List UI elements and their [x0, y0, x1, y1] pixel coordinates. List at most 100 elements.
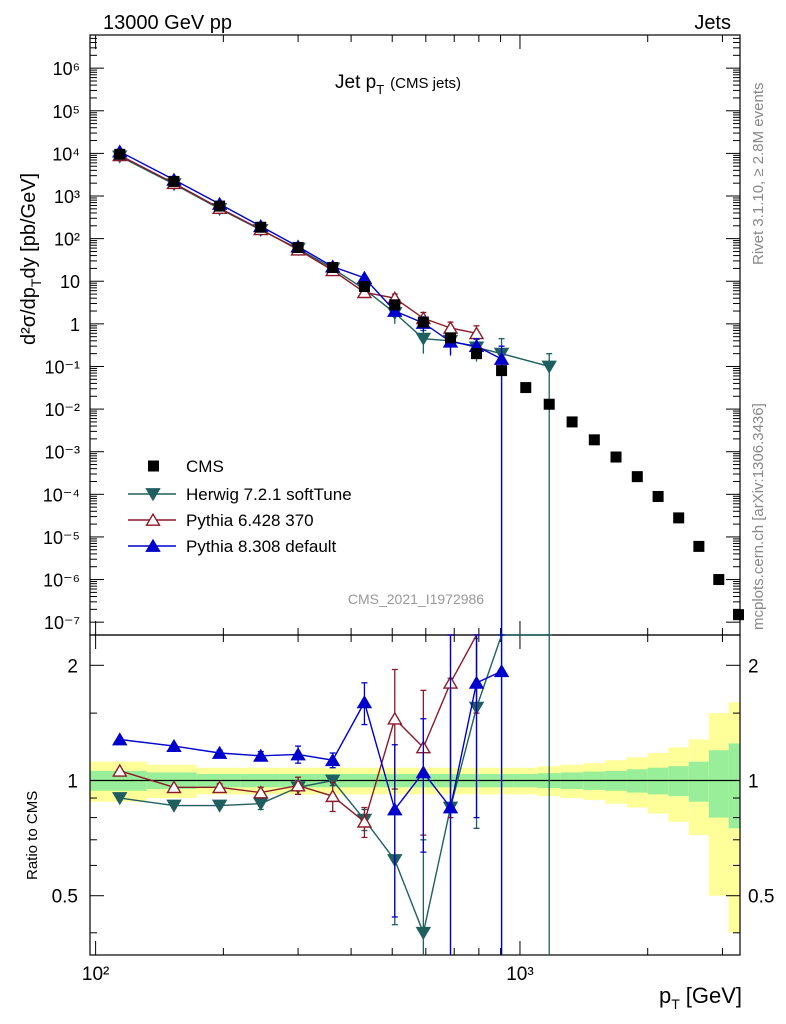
y-tick-label: 10⁴ [52, 144, 80, 164]
series-3-ratio-point [211, 745, 228, 759]
series-3-ratio-point [166, 738, 182, 753]
x-axis-label-main: p [659, 983, 671, 1008]
y-tick-label: 10⁶ [53, 59, 80, 79]
y-tick-label: 10⁻⁶ [43, 571, 80, 591]
ratio-series-layer [112, 634, 553, 955]
ratio-tick-label-left: 0.5 [52, 887, 78, 908]
cms-point [168, 175, 180, 187]
y-tick-label: 10⁻⁷ [44, 613, 80, 633]
ratio-tick-label-right: 2 [748, 656, 759, 677]
series-3-ratio-point [468, 675, 485, 689]
series-2-ratio-point [253, 785, 269, 799]
series-2-ratio-point [112, 763, 128, 777]
ratio-tick-label-right: 1 [748, 772, 759, 793]
cms-point [255, 221, 267, 233]
cms-point [389, 299, 401, 311]
cms-point [214, 200, 226, 212]
y-tick-label: 10² [54, 230, 80, 250]
series-1-main-point [415, 332, 432, 346]
y-tick-label: 10⁻⁵ [43, 528, 80, 548]
cms-point [673, 512, 685, 524]
legend-series-2-label: Pythia 6.428 370 [186, 511, 314, 530]
cms-point [496, 365, 508, 377]
x-axis-label: pT [GeV] [659, 983, 742, 1012]
cms-point [652, 490, 664, 502]
header-left-label: 13000 GeV pp [103, 12, 232, 34]
chart-title-paren: (CMS jets) [390, 75, 461, 92]
x-axis-label-sub: T [671, 996, 680, 1012]
cms-point [566, 416, 578, 428]
legend-series-1-marker [145, 488, 161, 502]
series-3-main-point [493, 351, 510, 365]
cms-point [471, 348, 483, 360]
ratio-panel: 10² 10³ 0.5 0.5 1 1 2 2 [52, 634, 774, 985]
y-tick-label: 10⁻⁴ [43, 485, 80, 505]
cms-point [445, 332, 457, 344]
series-1-ratio-point [211, 799, 228, 813]
x-axis-label-unit: [GeV] [686, 983, 742, 1008]
series-1-ratio-point [324, 774, 341, 788]
y-tick-label: 1 [70, 315, 80, 335]
series-3-ratio-point [290, 747, 306, 761]
ratio-tick-label-right: 0.5 [748, 887, 774, 908]
series-1-ratio-point [112, 792, 128, 806]
series-2-ratio-point [166, 780, 182, 794]
series-3-ratio-point [442, 800, 459, 814]
y-tick-label: 10⁻² [44, 400, 80, 420]
series-3-ratio-point [387, 802, 403, 816]
cms-band-inner [708, 750, 729, 818]
series-3-ratio-point [356, 695, 373, 709]
y-axis-label-unit: dy [pb/GeV] [18, 173, 40, 279]
x-tick-label: 10² [82, 964, 109, 985]
analysis-id-label: CMS_2021_I1972986 [348, 591, 484, 607]
y-tick-label: 10⁵ [53, 102, 80, 122]
y-tick-label: 10⁻³ [44, 443, 80, 463]
series-2-ratio-point [356, 814, 373, 828]
cms-point [610, 451, 622, 463]
series-2-ratio-point [387, 711, 403, 725]
series-3-ratio-point [253, 748, 269, 762]
main-ticks: 10⁻⁷ 10⁻⁶ 10⁻⁵ 10⁻⁴ 10⁻³ 10⁻² 10⁻¹ 1 10 10² 10³ 10⁴… [43, 34, 740, 635]
cms-band-inner [668, 766, 689, 797]
cms-point [327, 262, 339, 274]
series-1-main-point [541, 360, 557, 374]
cms-point [732, 609, 744, 621]
legend-series-1-label: Herwig 7.2.1 softTune [186, 485, 352, 504]
series-2-ratio-point [324, 788, 341, 803]
y-tick-label: 10³ [54, 187, 80, 207]
ratio-frame [89, 634, 741, 956]
cms-points [114, 148, 744, 621]
chart-title-main: Jet p [335, 72, 376, 93]
legend-series-3-label: Pythia 8.308 default [186, 537, 337, 556]
ratio-tick-label-left: 2 [67, 656, 78, 677]
ratio-tick-label-left: 1 [67, 772, 78, 793]
chart-title-sub: T [376, 82, 384, 97]
cms-point [292, 241, 304, 253]
series-3-ratio-point [112, 732, 128, 746]
cms-point [520, 382, 532, 394]
series-2-ratio-point [290, 778, 306, 792]
main-series-layer [112, 144, 557, 635]
series-3-ratio-point [415, 765, 432, 779]
y-axis-label-sub: T [28, 278, 44, 287]
cms-point [631, 471, 643, 483]
mcplots-side-label: mcplots.cern.ch [arXiv:1306.3436] [750, 403, 767, 630]
ratio-y-axis-label: Ratio to CMS [24, 791, 41, 880]
cms-point [358, 281, 370, 293]
series-1-main-line [119, 155, 550, 368]
series-1-ratio-point [415, 926, 432, 941]
header-right-label: Jets [694, 12, 731, 34]
series-3-ratio-point [324, 752, 341, 767]
y-axis-label-main: d²σ/dp [18, 287, 40, 345]
cms-point [543, 398, 555, 410]
cms-band-inner [688, 761, 709, 802]
y-tick-label: 10 [60, 272, 80, 292]
y-tick-label: 10⁻¹ [44, 357, 80, 377]
series-3-ratio-line [119, 670, 502, 812]
ratio-uncertainty-band [90, 702, 740, 933]
series-2-main-point [442, 320, 459, 334]
cms-point [693, 540, 705, 552]
legend-series-2-marker [145, 512, 161, 526]
cms-point [588, 434, 600, 446]
